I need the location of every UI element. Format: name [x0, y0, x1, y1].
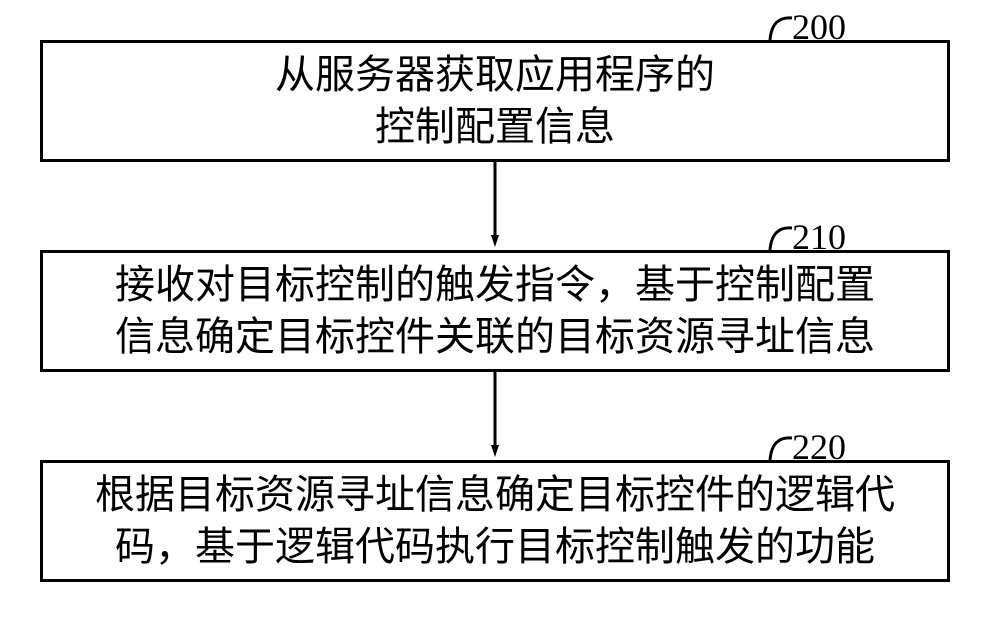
flow-node-210: 接收对目标控制的触发指令，基于控制配置 信息确定目标控件关联的目标资源寻址信息 — [40, 250, 950, 372]
ref-hook-210 — [770, 228, 792, 250]
flow-node-220: 根据目标资源寻址信息确定目标控件的逻辑代 码，基于逻辑代码执行目标控制触发的功能 — [40, 460, 950, 582]
flow-node-text: 根据目标资源寻址信息确定目标控件的逻辑代 码，基于逻辑代码执行目标控制触发的功能 — [95, 469, 895, 573]
flow-node-200: 从服务器获取应用程序的 控制配置信息 — [40, 40, 950, 162]
ref-label-210: 210 — [792, 216, 846, 258]
flow-node-text: 接收对目标控制的触发指令，基于控制配置 信息确定目标控件关联的目标资源寻址信息 — [115, 259, 875, 363]
ref-label-220: 220 — [792, 426, 846, 468]
ref-label-200: 200 — [792, 6, 846, 48]
ref-hook-200 — [770, 18, 792, 40]
flowchart-canvas: 从服务器获取应用程序的 控制配置信息 200 接收对目标控制的触发指令，基于控制配置… — [0, 0, 1000, 626]
flow-node-text: 从服务器获取应用程序的 控制配置信息 — [275, 49, 715, 153]
ref-hook-220 — [770, 438, 792, 460]
